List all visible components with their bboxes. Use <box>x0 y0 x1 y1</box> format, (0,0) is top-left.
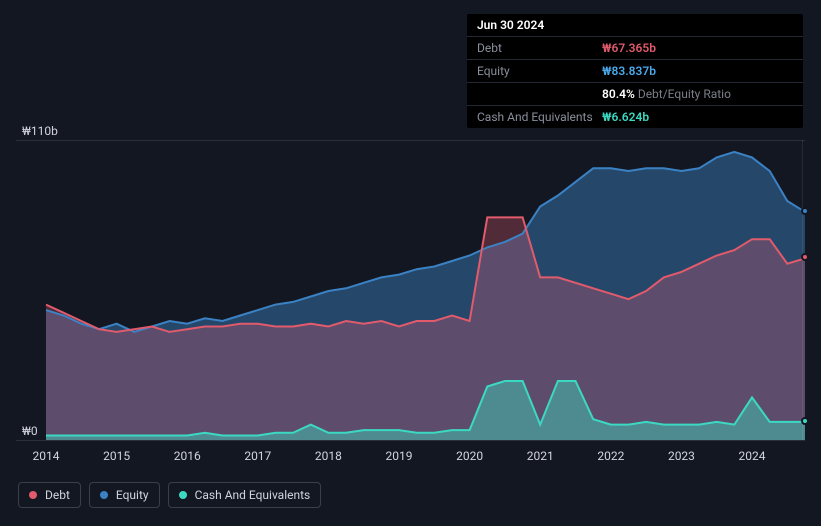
tooltip-equity-value: ₩83.837b <box>602 64 656 78</box>
yaxis-label-max: ₩110b <box>22 124 58 138</box>
xaxis-label: 2023 <box>668 449 695 463</box>
legend-item-cash[interactable]: Cash And Equivalents <box>168 482 322 508</box>
area-chart <box>16 141 805 441</box>
legend-label-cash: Cash And Equivalents <box>195 488 311 502</box>
legend: Debt Equity Cash And Equivalents <box>18 482 321 508</box>
legend-label-equity: Equity <box>116 488 149 502</box>
tooltip-equity-row: Equity ₩83.837b <box>467 60 803 83</box>
tooltip-date-row: Jun 30 2024 <box>467 14 803 37</box>
legend-dot-debt <box>29 491 37 499</box>
xaxis-label: 2016 <box>174 449 201 463</box>
xaxis-label: 2014 <box>33 449 60 463</box>
tooltip-date: Jun 30 2024 <box>477 18 544 32</box>
xaxis-label: 2024 <box>739 449 766 463</box>
tooltip-panel: Jun 30 2024 Debt ₩67.365b Equity ₩83.837… <box>467 14 803 128</box>
tooltip-debt-row: Debt ₩67.365b <box>467 37 803 60</box>
xaxis-label: 2017 <box>244 449 271 463</box>
tooltip-cash-row: Cash And Equivalents ₩6.624b <box>467 106 803 128</box>
tooltip-ratio-label <box>477 87 602 101</box>
marker-line <box>802 140 803 440</box>
tooltip-ratio-value: 80.4% Debt/Equity Ratio <box>602 87 731 101</box>
xaxis-label: 2018 <box>315 449 342 463</box>
tooltip-ratio-pct: 80.4% <box>602 87 635 101</box>
xaxis-label: 2015 <box>103 449 130 463</box>
x-axis: 2014 2015 2016 2017 2018 2019 2020 2021 2022 2023… <box>16 440 805 470</box>
marker-dot-equity <box>801 207 809 215</box>
tooltip-debt-value: ₩67.365b <box>602 41 656 55</box>
marker-dot-debt <box>801 253 809 261</box>
tooltip-ratio-txt: Debt/Equity Ratio <box>635 87 731 101</box>
tooltip-cash-value: ₩6.624b <box>602 110 649 124</box>
legend-item-equity[interactable]: Equity <box>89 482 160 508</box>
tooltip-equity-label: Equity <box>477 64 602 78</box>
xaxis-label: 2022 <box>597 449 624 463</box>
legend-dot-equity <box>100 491 108 499</box>
tooltip-cash-label: Cash And Equivalents <box>477 110 602 124</box>
marker-dot-cash <box>801 417 809 425</box>
legend-dot-cash <box>179 491 187 499</box>
xaxis-label: 2020 <box>456 449 483 463</box>
legend-item-debt[interactable]: Debt <box>18 482 81 508</box>
xaxis-label: 2019 <box>386 449 413 463</box>
tooltip-ratio-row: 80.4% Debt/Equity Ratio <box>467 83 803 106</box>
chart-area[interactable] <box>16 140 805 440</box>
tooltip-debt-label: Debt <box>477 41 602 55</box>
legend-label-debt: Debt <box>45 488 70 502</box>
xaxis-label: 2021 <box>527 449 554 463</box>
